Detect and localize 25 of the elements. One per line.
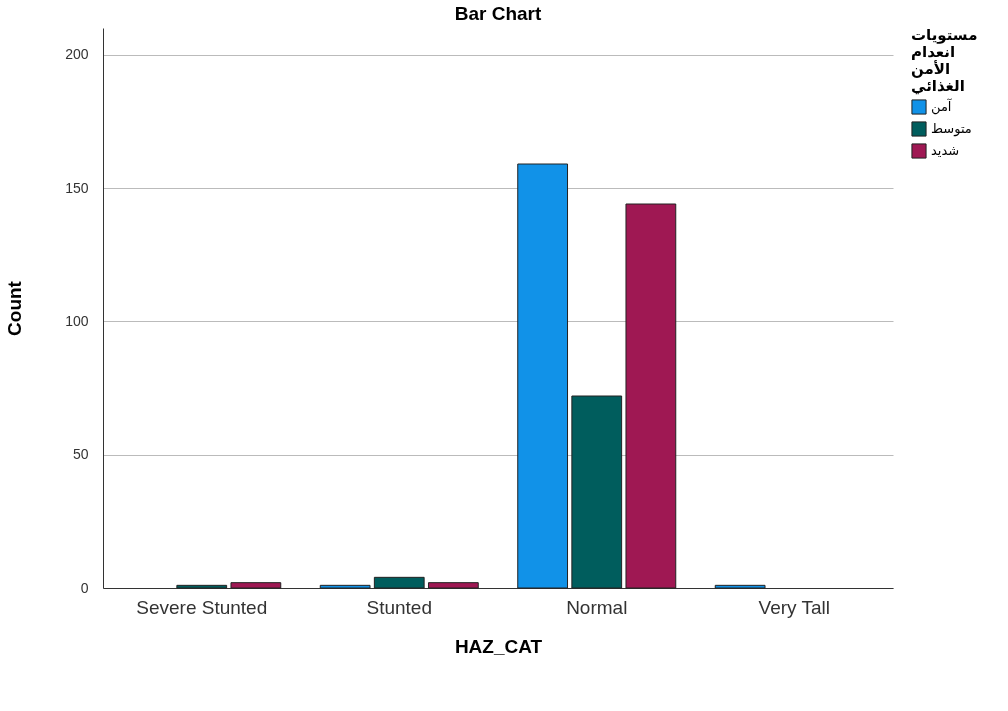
x-axis-title: HAZ_CAT	[454, 635, 543, 657]
x-tick-label: Very Tall	[758, 596, 830, 618]
legend-title: مستويات انعدام الأمن الغذائي	[911, 26, 978, 95]
y-axis-title: Count	[4, 280, 26, 336]
y-tick-label: 0	[80, 579, 89, 596]
bar	[427, 582, 479, 589]
y-tick-label: 200	[65, 46, 89, 63]
bar	[230, 582, 282, 589]
bar	[176, 584, 228, 589]
bar	[625, 203, 677, 589]
chart-title: Bar Chart	[454, 3, 542, 24]
y-tick-label: 150	[65, 179, 89, 196]
bar	[517, 163, 569, 589]
legend-label: آمن	[931, 98, 953, 115]
bar	[319, 584, 371, 589]
y-tick-label: 100	[65, 312, 89, 329]
x-tick-label: Severe Stunted	[136, 596, 268, 618]
bar	[714, 584, 766, 589]
bar	[373, 576, 425, 589]
legend-label: متوسط	[931, 121, 972, 137]
legend-label: شديد	[931, 143, 960, 158]
bar	[571, 395, 623, 589]
x-tick-label: Normal	[566, 596, 628, 618]
x-tick-label: Stunted	[366, 596, 432, 618]
y-tick-label: 50	[72, 446, 89, 463]
